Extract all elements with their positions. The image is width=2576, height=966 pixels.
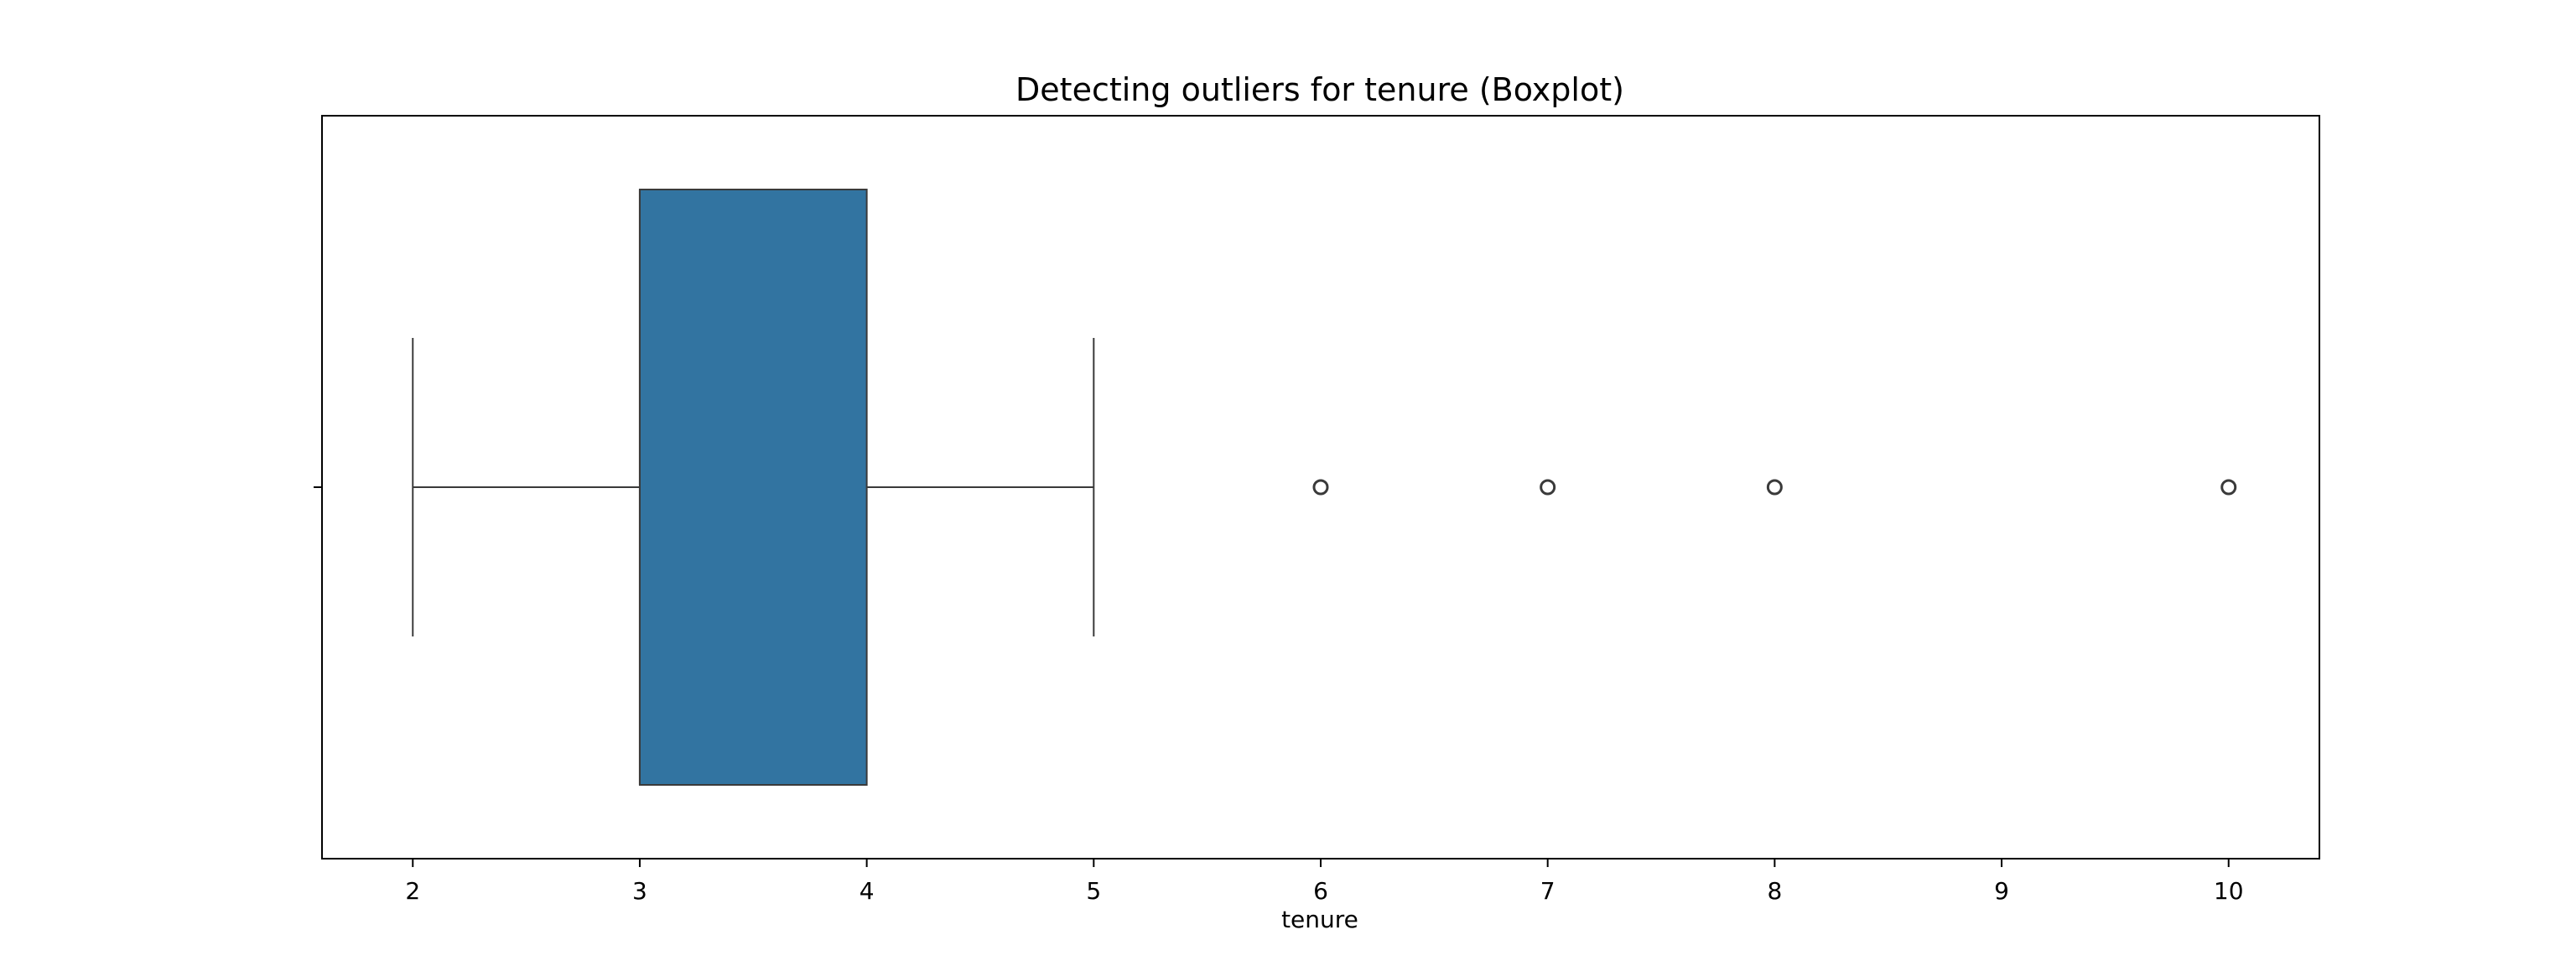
outlier-point xyxy=(1766,479,1783,496)
x-axis: 2 3 4 5 6 7 8 9 10 xyxy=(314,486,2244,905)
chart-title: Detecting outliers for tenure (Boxplot) xyxy=(1015,71,1624,108)
x-tick-label: 7 xyxy=(1540,877,1555,905)
iqr-box xyxy=(638,189,868,786)
x-tick-label: 2 xyxy=(405,877,420,905)
x-tick-label: 8 xyxy=(1767,877,1782,905)
outlier-point xyxy=(1312,479,1329,496)
x-axis-label: tenure xyxy=(1281,906,1358,933)
outlier-point xyxy=(1540,479,1556,496)
plot-area xyxy=(321,115,2320,860)
x-tick-label: 4 xyxy=(860,877,875,905)
x-tick-label: 9 xyxy=(1994,877,2009,905)
x-tick-label: 10 xyxy=(2214,877,2244,905)
outlier-point xyxy=(2220,479,2237,496)
x-tick-label: 3 xyxy=(632,877,647,905)
x-tick-label: 5 xyxy=(1086,877,1101,905)
x-tick-label: 6 xyxy=(1313,877,1328,905)
